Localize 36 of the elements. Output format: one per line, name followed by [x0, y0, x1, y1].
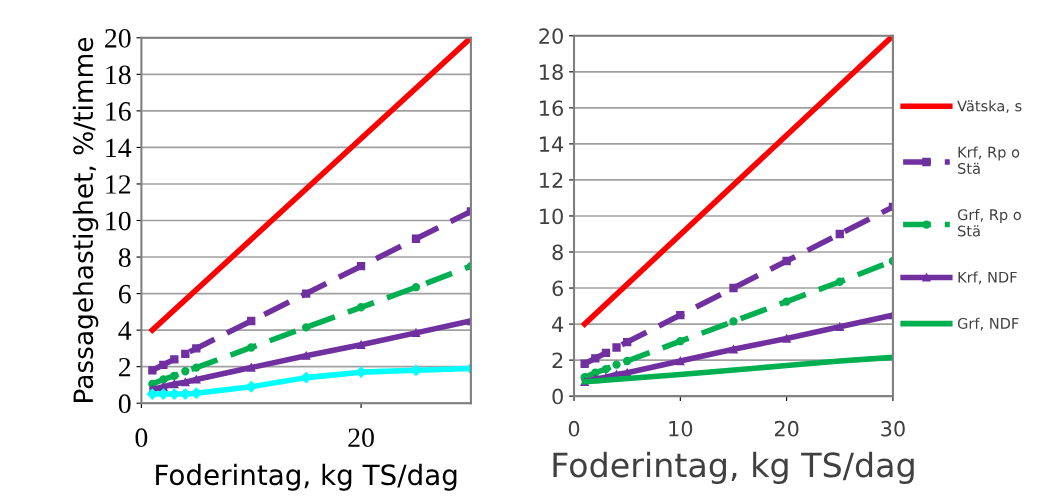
x-tick-label: 20 — [774, 420, 799, 437]
x-tick-label: 30 — [881, 420, 905, 437]
y-tick-label: 20 — [105, 28, 131, 48]
y-tick-label: 20 — [539, 28, 563, 44]
legend-label: Grf, Rp o Stä — [957, 208, 1021, 237]
y-tick-label: 8 — [552, 244, 563, 261]
x-tick-label: 0 — [568, 420, 580, 437]
y-tick-label: 6 — [552, 280, 563, 297]
y-tick-label: 2 — [552, 352, 563, 369]
y-tick-label: 8 — [118, 248, 131, 267]
y-tick-label: 18 — [540, 64, 563, 81]
y-tick-label: 12 — [106, 175, 131, 194]
y-tick-label: 4 — [552, 316, 564, 332]
legend-label: Krf, NDF — [958, 271, 1017, 285]
x-tick-label: 10 — [669, 420, 693, 437]
y-tick-label: 12 — [540, 172, 563, 188]
y-tick-label: 0 — [118, 394, 131, 414]
legend-label: Grf, NDF — [957, 317, 1019, 331]
y-tick-label: 0 — [552, 388, 563, 405]
x-tick-label: 0 — [135, 428, 148, 448]
y-tick-label: 14 — [106, 138, 132, 158]
y-tick-label: 16 — [106, 102, 131, 121]
y-tick-label: 16 — [540, 100, 563, 117]
y-tick-label: 10 — [106, 211, 131, 231]
legend-label: Krf, Rp o Stä — [958, 146, 1020, 174]
y-tick-label: 10 — [540, 208, 563, 225]
x-axis-title: Foderintag, kg TS/dag — [156, 463, 457, 491]
legend-label: Vätska, s — [957, 100, 1022, 113]
y-tick-label: 14 — [540, 136, 564, 152]
y-axis-title: Passagehastighet, %/timme — [72, 37, 99, 402]
x-axis-title: Foderintag, kg TS/dag — [553, 451, 914, 484]
y-tick-label: 6 — [118, 284, 131, 304]
y-tick-label: 4 — [118, 321, 132, 340]
y-tick-label: 18 — [106, 65, 131, 85]
y-tick-label: 2 — [118, 357, 131, 377]
x-tick-label: 20 — [348, 428, 374, 448]
